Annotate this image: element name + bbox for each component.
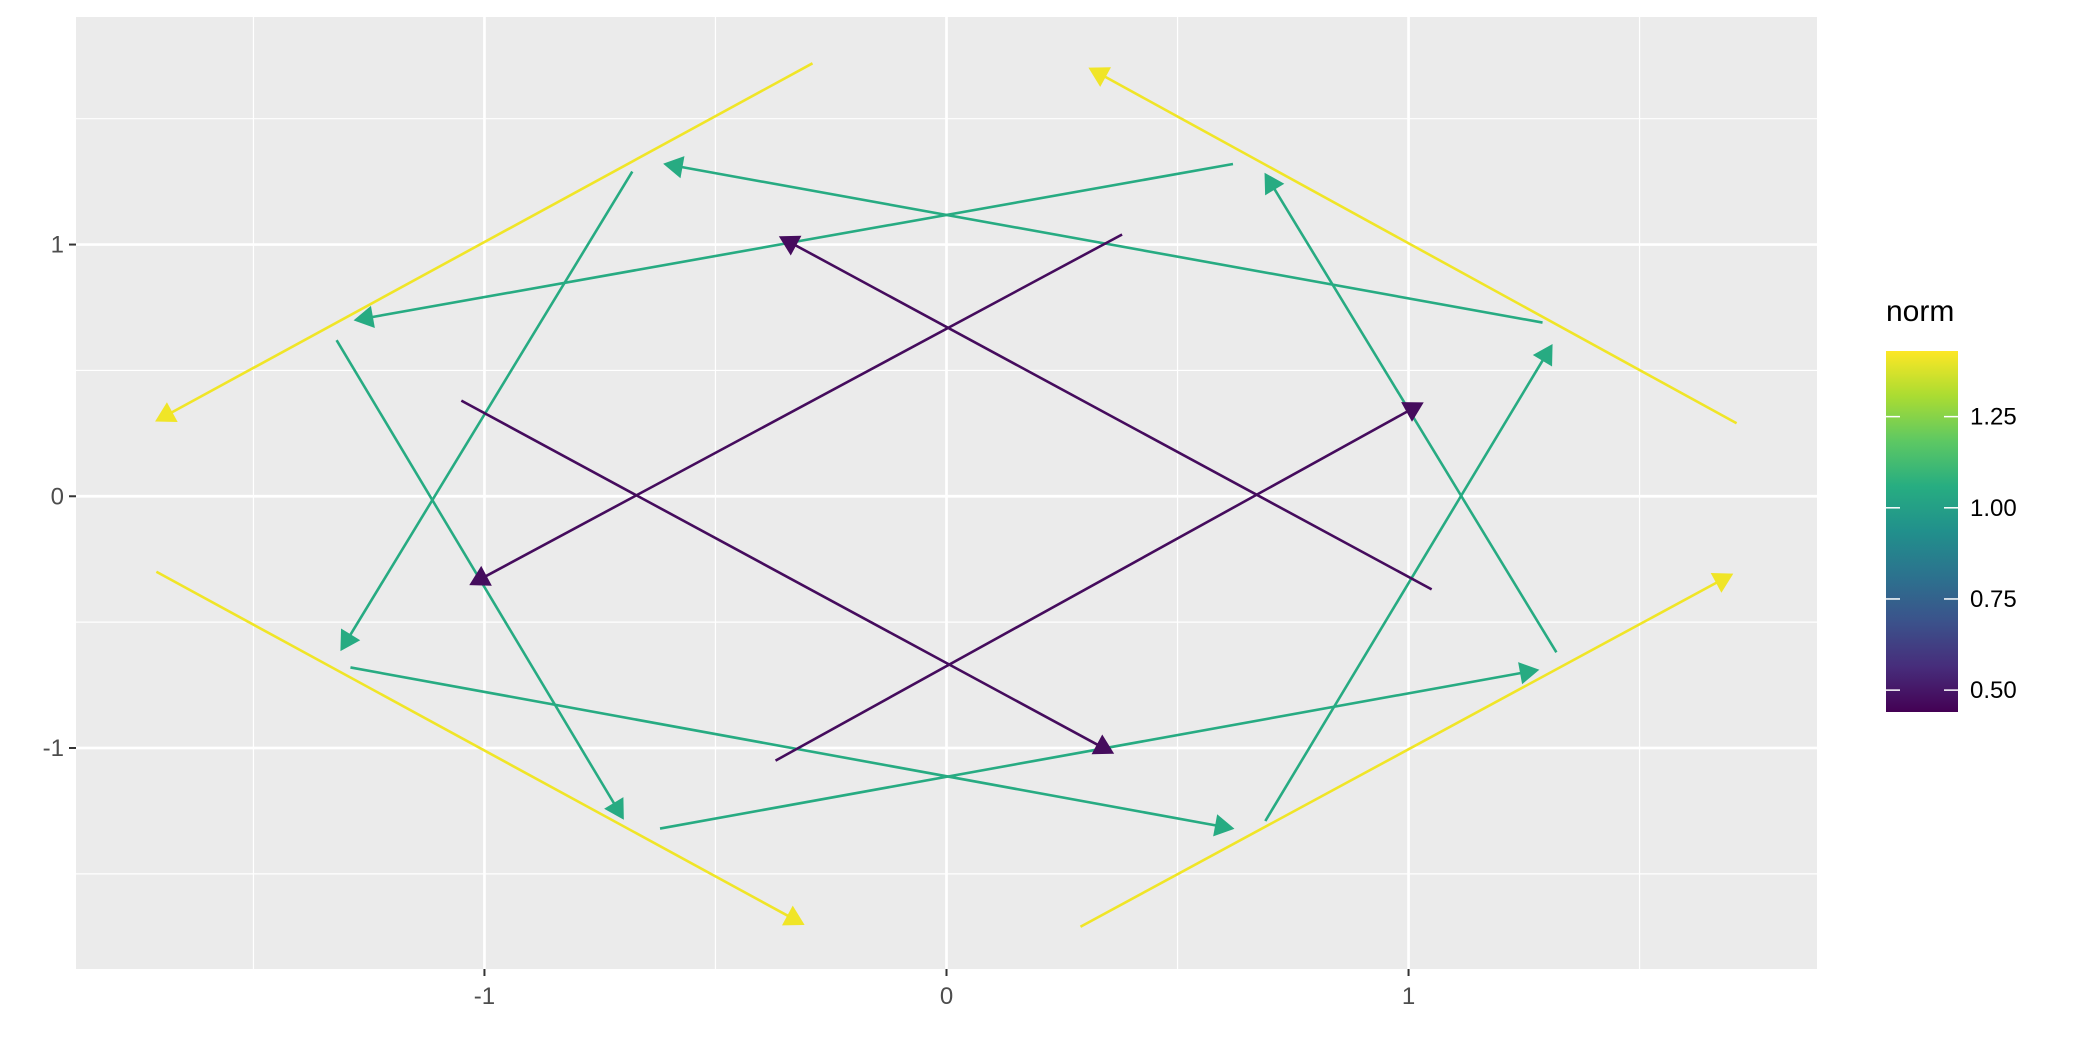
arrow-head (1710, 573, 1734, 593)
x-tick-label: -1 (474, 983, 495, 1010)
arrow-head (340, 628, 361, 652)
arrow-head (1532, 343, 1553, 367)
arrow-shaft (350, 666, 1217, 827)
legend-title: norm (1886, 295, 1954, 328)
y-tick-label: -1 (43, 735, 64, 762)
arrow-shaft (1273, 187, 1558, 654)
arrow-head (155, 402, 178, 422)
arrow (1079, 573, 1734, 928)
x-tick-label: 1 (1402, 983, 1415, 1010)
colorbar-tick-label: 1.25 (1970, 404, 2017, 431)
arrow-shaft (1079, 581, 1718, 928)
arrow (1264, 172, 1558, 654)
legend-ticks: 0.50 0.75 1.00 1.25 (1886, 404, 2017, 704)
arrow-shaft (659, 671, 1522, 830)
arrow (1088, 67, 1738, 425)
arrow-head (1213, 814, 1235, 837)
arrow-shaft (170, 62, 814, 414)
arrow (155, 570, 805, 926)
arrow-shaft (460, 399, 1099, 747)
arrow-shaft (794, 243, 1433, 591)
arrow-shaft (348, 170, 634, 636)
arrow-head (1091, 734, 1115, 755)
arrow-head (781, 905, 805, 926)
arrow-head (604, 797, 624, 820)
arrow-head (1401, 402, 1424, 422)
arrow-head (1088, 67, 1112, 87)
arrow-head (1264, 172, 1285, 196)
arrow-head (353, 305, 375, 328)
arrow-head (663, 156, 685, 179)
arrow-head (778, 235, 802, 256)
segments (155, 62, 1738, 928)
colorbar (1886, 351, 1958, 712)
arrow (350, 666, 1235, 837)
arrow-shaft (484, 233, 1123, 578)
arrow (460, 399, 1115, 755)
arrow (663, 156, 1543, 324)
x-tick-label: 0 (940, 983, 953, 1010)
arrow (469, 233, 1123, 586)
arrow (335, 339, 624, 820)
arrow-shaft (681, 165, 1543, 324)
arrow-shaft (335, 339, 616, 805)
grid (76, 17, 1817, 969)
arrow-shaft (1104, 75, 1738, 425)
arrow (778, 235, 1433, 591)
arrow-head (1518, 662, 1540, 685)
y-tick-label: 0 (51, 483, 64, 510)
arrow (340, 170, 634, 652)
arrow-head (469, 565, 492, 586)
arrow-shaft (371, 162, 1234, 319)
arrow (155, 62, 814, 422)
y-tick-label: 1 (51, 232, 64, 259)
colorbar-tick-label: 1.00 (1970, 495, 2017, 522)
arrow (659, 662, 1540, 830)
colorbar-tick-label: 0.50 (1970, 677, 2017, 704)
arrow-shaft (774, 410, 1409, 762)
colorbar-tick-label: 0.75 (1970, 586, 2017, 613)
arrow (774, 402, 1424, 762)
arrow (353, 162, 1234, 328)
arrow (1264, 343, 1553, 822)
arrow-shaft (1264, 359, 1545, 822)
arrow-shaft (155, 570, 789, 918)
legend: norm 0.50 0.75 1.00 1.25 (1886, 295, 2017, 712)
axes: -1 0 1 -1 0 1 (43, 232, 1416, 1010)
